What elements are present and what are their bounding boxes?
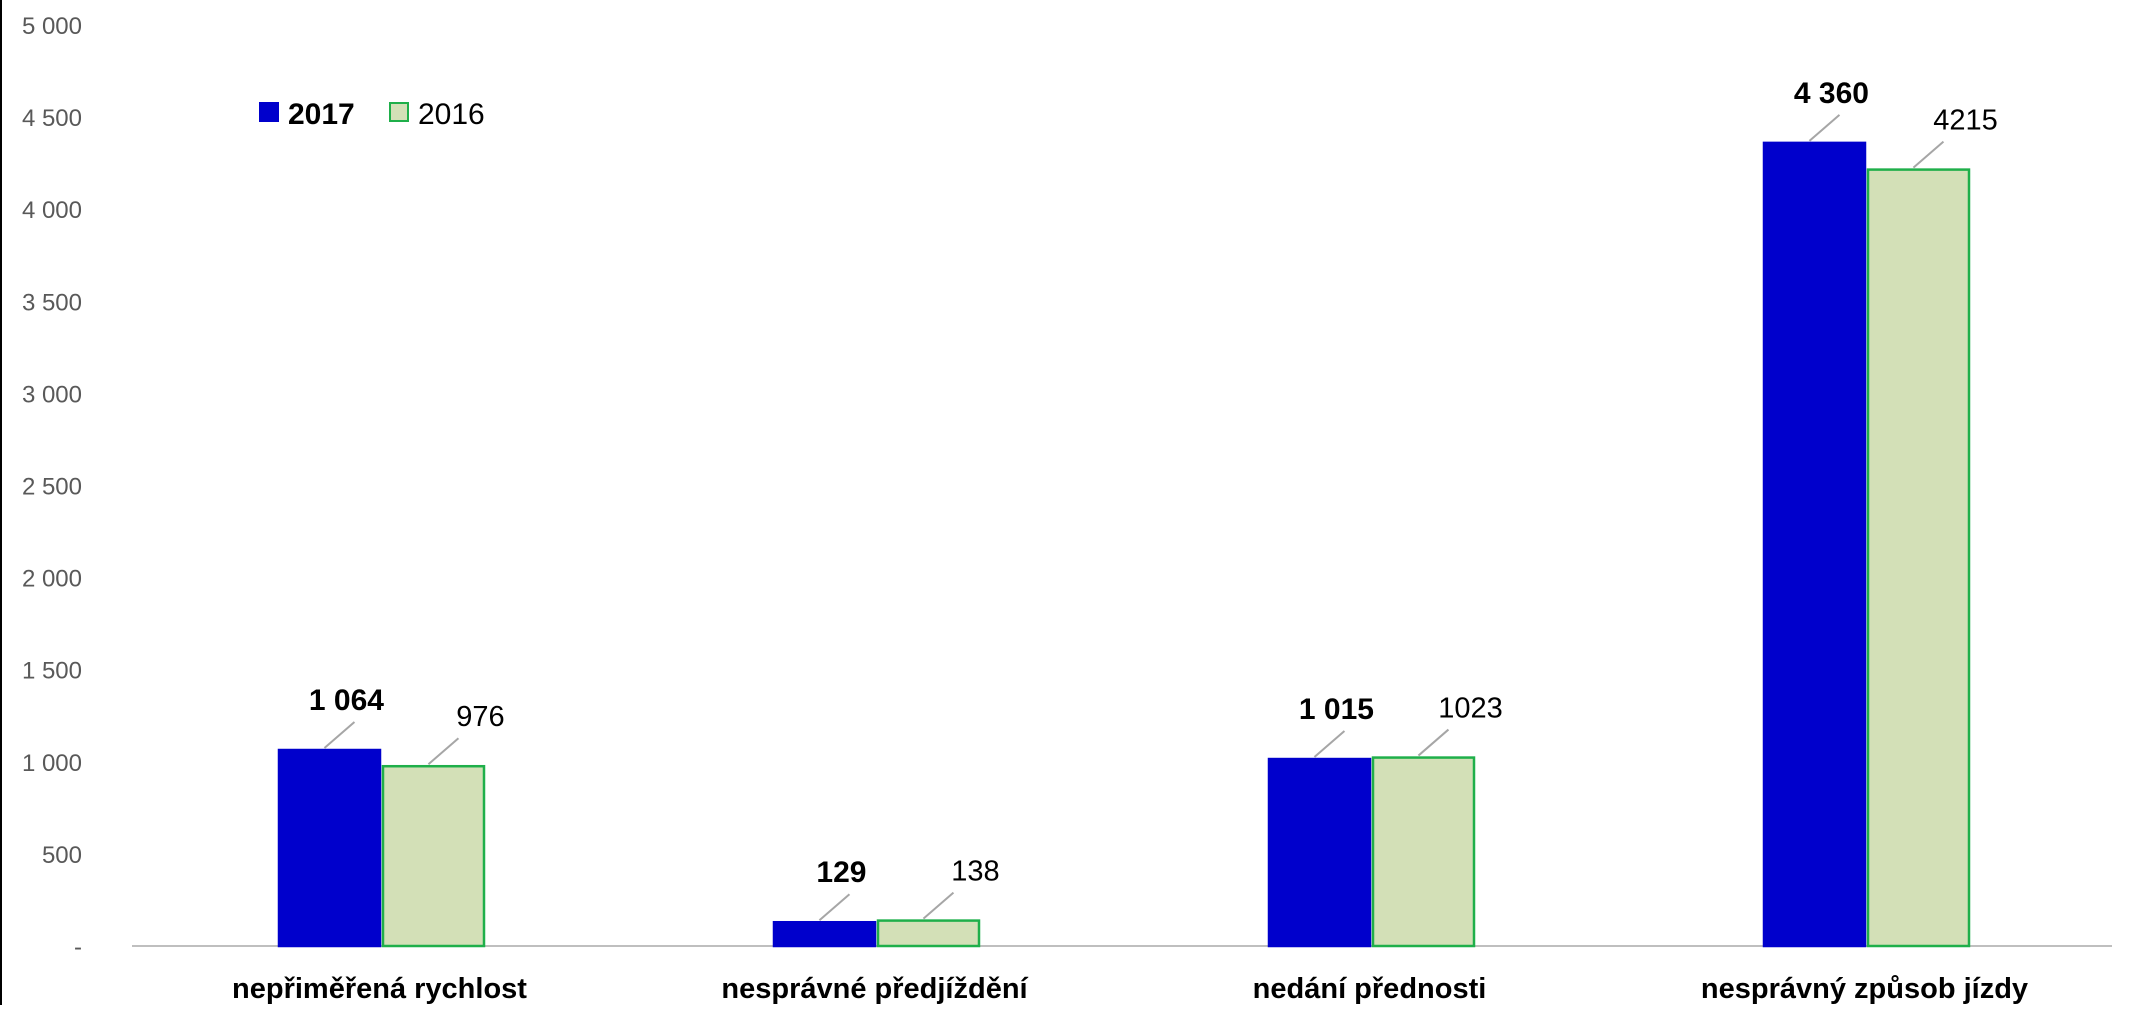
legend-label-2016: 2016 [418, 98, 485, 131]
y-tick-label: 4 500 [22, 105, 82, 132]
data-label-leader-line [818, 893, 851, 921]
y-tick-label: 1 000 [22, 750, 82, 777]
bar-2017 [1762, 141, 1867, 948]
bar-2017 [1267, 757, 1372, 948]
data-label-2017: 1 015 [1299, 693, 1374, 726]
data-label-leader-line [1313, 730, 1346, 758]
data-label-leader-line [1417, 728, 1450, 757]
bar-2016 [381, 764, 486, 948]
bar-2017 [772, 920, 877, 948]
y-tick-label: 2 000 [22, 566, 82, 593]
data-label-2017: 129 [816, 856, 866, 889]
data-label-2016: 976 [456, 701, 504, 733]
data-label-2016: 138 [951, 856, 999, 888]
y-tick-label: 1 500 [22, 658, 82, 685]
data-label-leader-line [323, 721, 356, 749]
legend-swatch-2017 [259, 102, 279, 122]
data-label-leader-line [1808, 114, 1841, 142]
data-label-leader-line [1912, 140, 1945, 169]
x-tick-label: nesprávný způsob jízdy [1701, 973, 2028, 1005]
y-tick-label: 3 500 [22, 289, 82, 316]
data-label-leader-line [427, 737, 460, 765]
data-label-leader-line [922, 891, 955, 920]
x-tick-label: nesprávné předjíždění [721, 973, 1028, 1005]
bar-2016 [1866, 168, 1971, 948]
y-tick-label: 2 500 [22, 474, 82, 501]
data-label-2017: 4 360 [1794, 77, 1869, 110]
bar-2016 [1371, 756, 1476, 948]
y-tick-label: 500 [42, 842, 82, 869]
bar-2017 [277, 748, 382, 948]
y-tick-label: 3 000 [22, 381, 82, 408]
bar-2016 [876, 919, 981, 948]
y-tick-label: 4 000 [22, 197, 82, 224]
legend-swatch-2016 [389, 102, 409, 122]
x-tick-label: nepřiměřená rychlost [232, 973, 527, 1005]
y-tick-label: 5 000 [22, 13, 82, 40]
legend-label-2017: 2017 [288, 98, 355, 131]
data-label-2016: 1023 [1438, 693, 1503, 725]
x-tick-label: nedání přednosti [1253, 973, 1487, 1005]
y-tick-label: - [74, 934, 82, 961]
data-label-2016: 4215 [1933, 105, 1998, 137]
data-label-2017: 1 064 [309, 684, 384, 717]
